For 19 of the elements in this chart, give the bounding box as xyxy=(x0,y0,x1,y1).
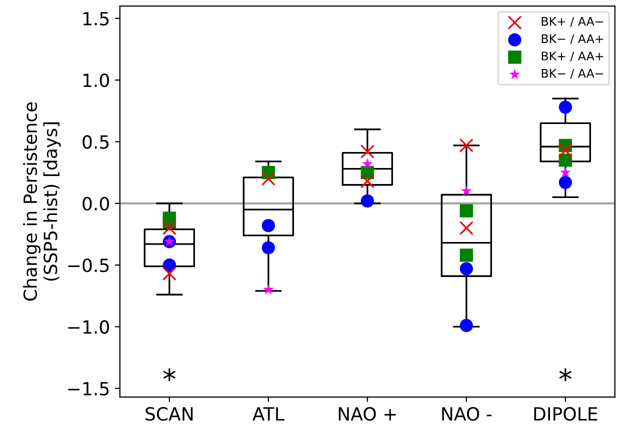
annotation: * xyxy=(559,368,572,382)
y-tick-label: 1.5 xyxy=(83,12,109,26)
legend-label: BK− / AA+ xyxy=(542,34,604,44)
annotation: * xyxy=(163,368,176,382)
y-tick-label: 0.5 xyxy=(82,135,109,149)
y-axis-title: Change in Persistence (SSP5-hist) [days] xyxy=(23,102,61,301)
y-tick-label: −0.5 xyxy=(68,258,109,272)
y-tick-label: 1.0 xyxy=(83,74,109,88)
legend-label: BK+ / AA+ xyxy=(542,52,604,62)
x-tick-label: DIPOLE xyxy=(534,407,598,421)
y-tick-label: −1.0 xyxy=(68,320,109,334)
legend-label: BK+ / AA− xyxy=(542,17,604,27)
x-tick-label: ATL xyxy=(252,407,284,420)
x-tick-label: SCAN xyxy=(146,407,193,421)
x-tick-label: NAO + xyxy=(338,407,396,421)
legend-label: BK− / AA− xyxy=(542,69,604,79)
y-tick-label: 0.0 xyxy=(82,196,109,210)
x-tick-label: NAO - xyxy=(442,407,492,421)
y-tick-label: −1.5 xyxy=(68,382,109,396)
